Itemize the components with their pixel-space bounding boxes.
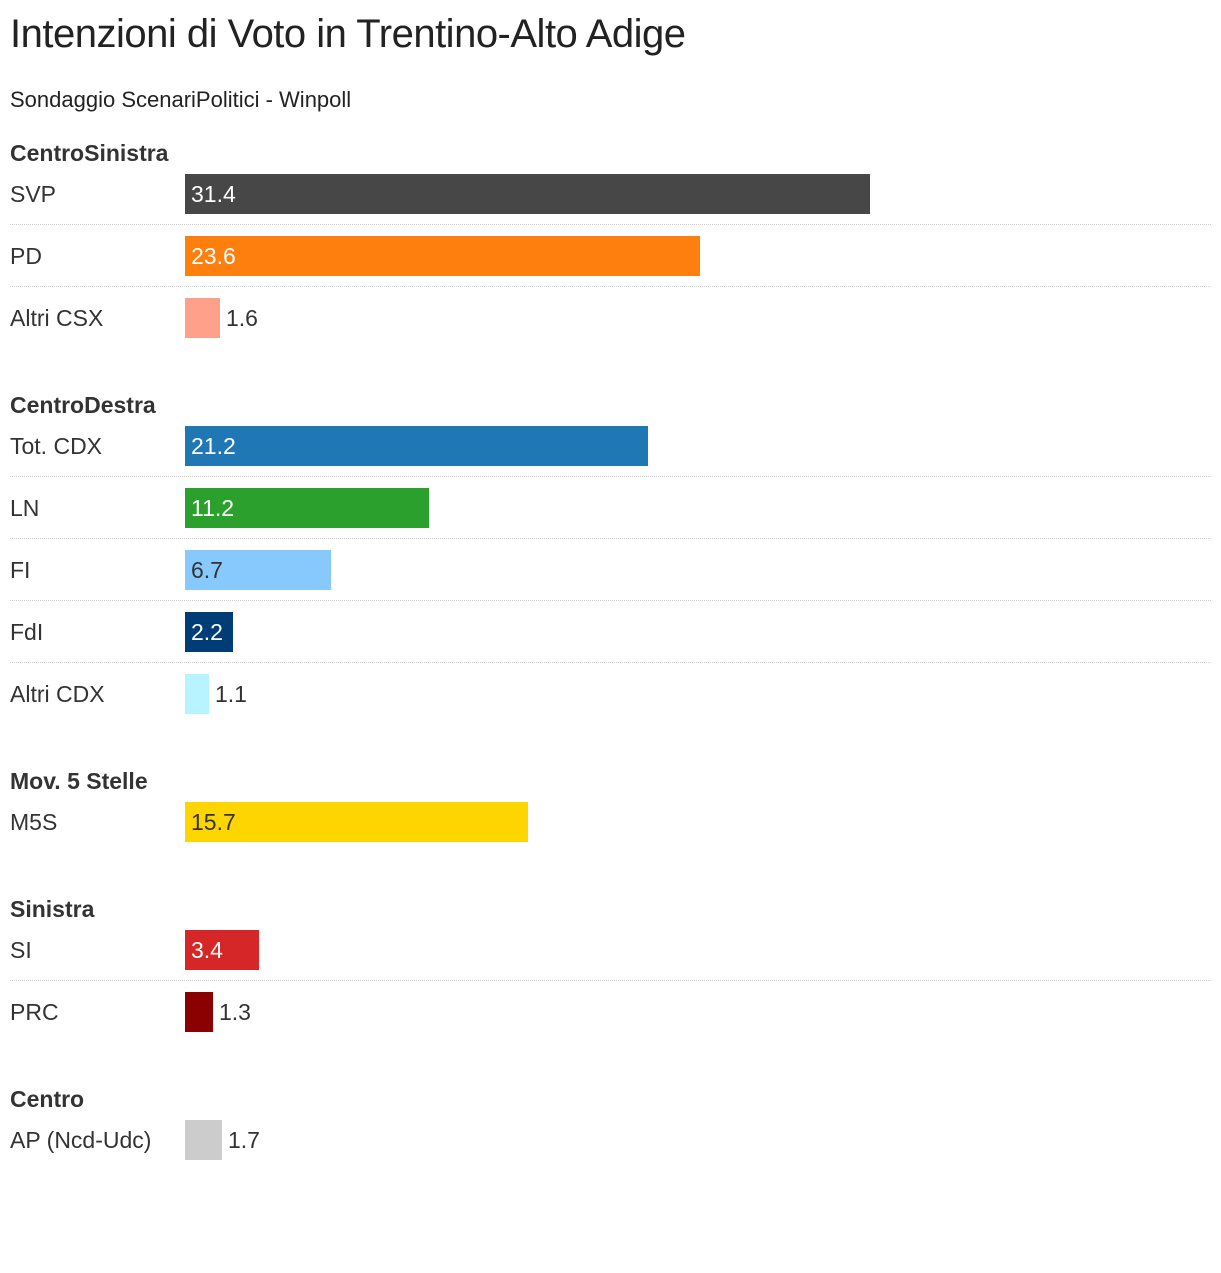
- data-label: 1.1: [215, 681, 247, 707]
- category-label: Altri CSX: [10, 305, 104, 331]
- bar: [185, 930, 259, 970]
- data-label: 11.2: [191, 495, 235, 521]
- category-label: FI: [10, 557, 31, 583]
- bar: [185, 298, 220, 338]
- data-label: 31.4: [191, 181, 236, 207]
- group-header: Centro: [10, 1086, 85, 1112]
- data-label: 6.7: [191, 557, 223, 583]
- chart-subtitle: Sondaggio ScenariPolitici - Winpoll: [10, 87, 352, 112]
- category-label: FdI: [10, 619, 44, 645]
- chart-title: Intenzioni di Voto in Trentino-Alto Adig…: [10, 12, 686, 56]
- category-label: LN: [10, 495, 40, 521]
- row-divider: [10, 476, 1211, 477]
- group-header: Sinistra: [10, 896, 95, 922]
- row-divider: [10, 286, 1211, 287]
- group-header: Mov. 5 Stelle: [10, 768, 148, 794]
- category-label: Tot. CDX: [10, 433, 103, 459]
- bar: [185, 1120, 222, 1160]
- bar: [185, 236, 700, 276]
- data-label: 21.2: [191, 433, 236, 459]
- bar: [185, 426, 648, 466]
- bar: [185, 992, 213, 1032]
- bar: [185, 802, 528, 842]
- category-label: M5S: [10, 809, 58, 835]
- data-label: 3.4: [191, 937, 223, 963]
- row-divider: [10, 224, 1211, 225]
- group-header: CentroSinistra: [10, 140, 169, 166]
- group-header: CentroDestra: [10, 392, 156, 418]
- data-label: 23.6: [191, 243, 236, 269]
- data-label: 1.7: [228, 1127, 260, 1153]
- data-label: 1.6: [226, 305, 258, 331]
- data-label: 2.2: [191, 619, 223, 645]
- row-divider: [10, 980, 1211, 981]
- row-divider: [10, 538, 1211, 539]
- data-label: 15.7: [191, 809, 236, 835]
- bar: [185, 488, 429, 528]
- category-label: AP (Ncd-Udc): [10, 1127, 152, 1153]
- row-divider: [10, 662, 1211, 663]
- data-label: 1.3: [219, 999, 251, 1025]
- category-label: PRC: [10, 999, 59, 1025]
- bar: [185, 674, 209, 714]
- bar: [185, 612, 233, 652]
- category-label: SI: [10, 937, 32, 963]
- category-label: Altri CDX: [10, 681, 105, 707]
- category-label: SVP: [10, 181, 57, 207]
- row-divider: [10, 600, 1211, 601]
- bar: [185, 174, 870, 214]
- category-label: PD: [10, 243, 42, 269]
- bar: [185, 550, 331, 590]
